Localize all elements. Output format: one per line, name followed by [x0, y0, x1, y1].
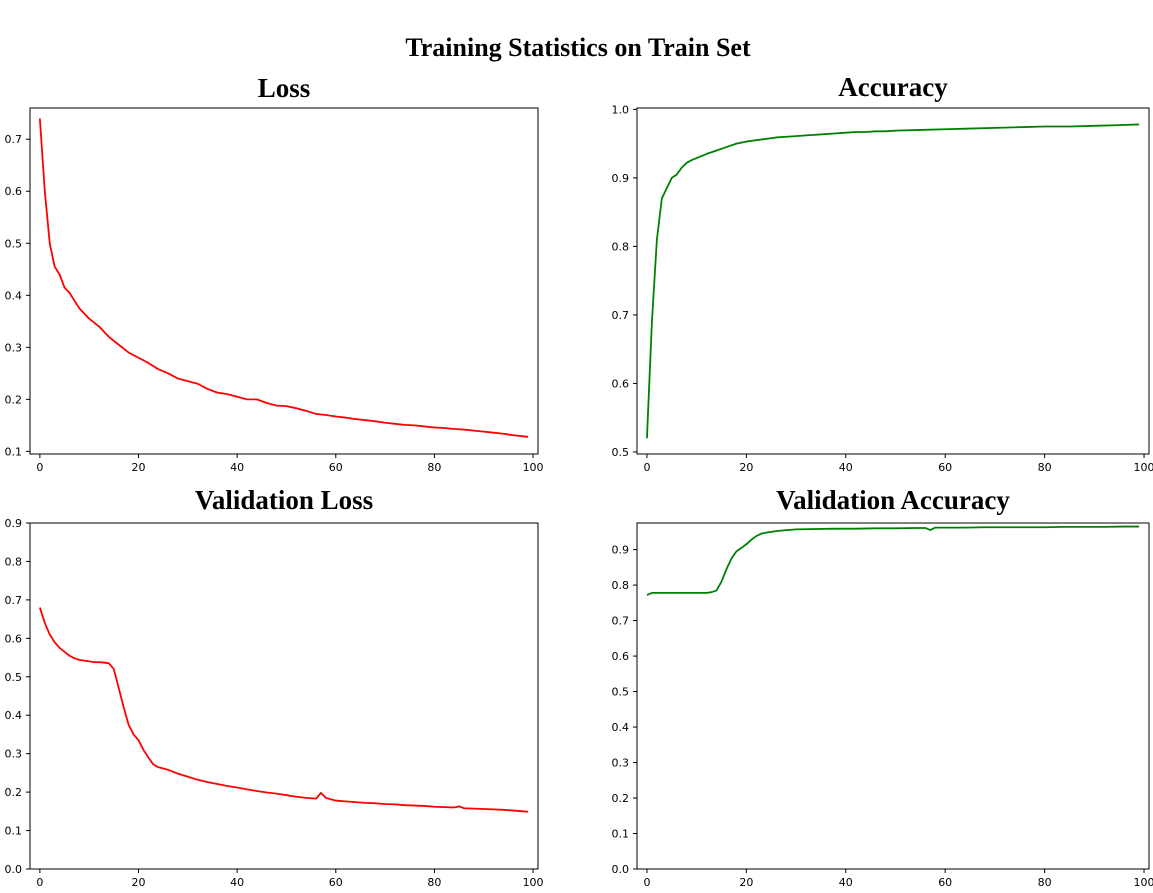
- validation-accuracy-y-tick-label: 0.6: [612, 650, 630, 663]
- figure-title: Training Statistics on Train Set: [405, 33, 751, 62]
- validation-loss-chart: Validation Loss 0 20 40 60 80 100 0.0 0.1 0.2 0.3 0…: [5, 485, 544, 889]
- validation-loss-y-tick-label: 0.7: [5, 594, 23, 607]
- loss-chart: Loss 0 20 40 60 80 100 0.1 0.2 0.3 0.4 0.5 0.6 0.7: [5, 73, 544, 474]
- validation-accuracy-y-tick-label: 0.8: [612, 579, 630, 592]
- validation-loss-y-tick-label: 0.4: [5, 709, 23, 722]
- validation-accuracy-y-tick-label: 0.2: [612, 792, 630, 805]
- validation-accuracy-y-tick-label: 0.7: [612, 615, 630, 628]
- validation-loss-x-tick-label: 60: [329, 876, 343, 889]
- validation-accuracy-x-tick-label: 40: [839, 876, 853, 889]
- validation-accuracy-x-tick-label: 80: [1038, 876, 1052, 889]
- validation-loss-y-tick-label: 0.6: [5, 632, 23, 645]
- validation-loss-x-tick-label: 0: [36, 876, 43, 889]
- loss-axes-frame: [29, 107, 539, 455]
- validation-accuracy-x-tick-label: 60: [938, 876, 952, 889]
- accuracy-y-tick-label: 0.5: [612, 446, 630, 459]
- validation-loss-y-tick-label: 0.0: [5, 863, 23, 876]
- validation-accuracy-y-tick-label: 0.9: [612, 544, 630, 557]
- validation-accuracy-y-tick-label: 0.1: [612, 828, 630, 841]
- validation-loss-x-tick-label: 20: [132, 876, 146, 889]
- accuracy-x-tick-label: 80: [1038, 461, 1052, 474]
- validation-loss-axes-frame: [29, 522, 539, 870]
- validation-accuracy-y-tick-label: 0.0: [612, 863, 630, 876]
- validation-loss-y-tick-label: 0.9: [5, 517, 23, 530]
- loss-y-tick-label: 0.3: [5, 341, 23, 354]
- loss-y-tick-label: 0.4: [5, 289, 23, 302]
- validation-loss-y-tick-label: 0.5: [5, 671, 23, 684]
- accuracy-chart: Accuracy 0 20 40 60 80 100 0.5 0.6 0.7 0.8 0.9 1.0: [612, 72, 1153, 474]
- validation-loss-x-tick-label: 100: [523, 876, 544, 889]
- accuracy-series-line: [646, 123, 1140, 439]
- loss-y-tick-label: 0.5: [5, 237, 23, 250]
- loss-title: Loss: [258, 73, 311, 103]
- loss-x-tick-label: 20: [132, 461, 146, 474]
- validation-accuracy-y-tick-label: 0.3: [612, 757, 630, 770]
- accuracy-x-tick-label: 40: [839, 461, 853, 474]
- accuracy-y-tick-label: 1.0: [612, 103, 630, 116]
- validation-accuracy-chart: Validation Accuracy 0 20 40 60 80 100 0.0 0.1 0.2…: [612, 485, 1153, 889]
- loss-y-tick-label: 0.7: [5, 133, 23, 146]
- accuracy-title: Accuracy: [838, 72, 948, 102]
- validation-loss-y-tick-label: 0.3: [5, 748, 23, 761]
- accuracy-y-tick-label: 0.9: [612, 172, 630, 185]
- loss-x-tick-label: 0: [36, 461, 43, 474]
- accuracy-x-tick-label: 20: [739, 461, 753, 474]
- validation-accuracy-x-tick-label: 0: [643, 876, 650, 889]
- validation-accuracy-y-tick-label: 0.4: [612, 721, 630, 734]
- loss-y-tick-label: 0.2: [5, 393, 23, 406]
- loss-x-tick-label: 60: [329, 461, 343, 474]
- loss-y-tick-label: 0.6: [5, 185, 23, 198]
- validation-loss-y-tick-label: 0.2: [5, 786, 23, 799]
- loss-series-line: [38, 118, 529, 438]
- accuracy-y-tick-label: 0.7: [612, 309, 630, 322]
- accuracy-y-tick-label: 0.8: [612, 240, 630, 253]
- loss-x-tick-label: 80: [427, 461, 441, 474]
- validation-accuracy-axes-frame: [636, 522, 1150, 870]
- validation-accuracy-series-line: [646, 525, 1140, 596]
- accuracy-x-tick-label: 100: [1134, 461, 1153, 474]
- loss-x-tick-label: 40: [230, 461, 244, 474]
- validation-loss-y-tick-label: 0.1: [5, 825, 23, 838]
- validation-loss-x-tick-label: 40: [230, 876, 244, 889]
- validation-accuracy-x-tick-label: 20: [739, 876, 753, 889]
- accuracy-x-tick-label: 0: [643, 461, 650, 474]
- loss-y-tick-label: 0.1: [5, 445, 23, 458]
- accuracy-axes-frame: [636, 107, 1150, 455]
- validation-loss-title: Validation Loss: [195, 485, 373, 515]
- accuracy-y-tick-label: 0.6: [612, 377, 630, 390]
- accuracy-x-tick-label: 60: [938, 461, 952, 474]
- validation-accuracy-title: Validation Accuracy: [776, 485, 1010, 515]
- validation-loss-x-tick-label: 80: [427, 876, 441, 889]
- validation-loss-y-tick-label: 0.8: [5, 555, 23, 568]
- loss-x-tick-label: 100: [523, 461, 544, 474]
- validation-accuracy-x-tick-label: 100: [1134, 876, 1153, 889]
- validation-accuracy-y-tick-label: 0.5: [612, 686, 630, 699]
- validation-loss-series-line: [39, 607, 529, 813]
